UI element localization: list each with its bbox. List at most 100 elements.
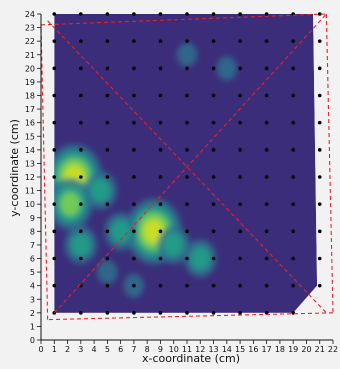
y-tick-label: 19 (25, 78, 35, 87)
grid-point (317, 93, 322, 98)
heat-blob (176, 42, 198, 67)
grid-point (158, 66, 163, 71)
grid-point (158, 93, 163, 98)
grid-point (238, 39, 242, 43)
grid-point (238, 66, 242, 71)
dashed-line (47, 20, 327, 314)
grid-point (132, 66, 136, 71)
y-tick-label: 6 (30, 255, 35, 264)
x-tick-label: 7 (131, 345, 136, 354)
dashed-line (40, 24, 49, 320)
grid-point (211, 256, 216, 261)
grid-point (158, 39, 163, 43)
grid-point (185, 283, 189, 288)
x-tick-label: 13 (208, 345, 218, 354)
x-tick-label: 11 (182, 345, 192, 354)
grid-point (79, 93, 83, 98)
grid-point (264, 283, 269, 288)
grid-point (264, 202, 269, 206)
grid-point (317, 229, 322, 234)
x-tick-label: 18 (275, 345, 285, 354)
dashed-line (325, 13, 334, 313)
y-tick-label: 21 (25, 51, 35, 60)
x-tick-label: 14 (222, 345, 232, 354)
grid-point (185, 229, 189, 234)
grid-point (291, 148, 295, 152)
grid-point (211, 148, 216, 152)
grid-point (79, 148, 83, 152)
grid-point (211, 202, 216, 206)
grid-point (79, 66, 83, 71)
grid-point (158, 229, 163, 234)
grid-point (291, 256, 295, 261)
grid-point (211, 12, 216, 16)
grid-point (238, 148, 242, 152)
grid-point (291, 120, 295, 125)
x-tick-label: 8 (145, 345, 150, 354)
grid-point (158, 311, 163, 315)
grid-point (317, 256, 322, 261)
dashed-line (47, 312, 334, 321)
grid-point (291, 66, 295, 71)
grid-point (264, 256, 269, 261)
grid-point (238, 256, 242, 261)
grid-point (317, 283, 322, 288)
grid-point (132, 39, 136, 43)
grid-point (185, 93, 189, 98)
grid-point (132, 175, 136, 179)
x-tick-label: 20 (301, 345, 311, 354)
grid-point (264, 311, 269, 315)
y-tick-label: 9 (30, 214, 35, 223)
grid-point (52, 93, 57, 98)
grid-point (105, 66, 110, 71)
grid-point (105, 12, 110, 16)
grid-point (105, 311, 110, 315)
grid-point (264, 120, 269, 125)
grid-point (158, 256, 163, 261)
grid-point (317, 39, 322, 43)
x-tick-label: 10 (169, 345, 179, 354)
grid-point (132, 120, 136, 125)
grid-point (79, 175, 83, 179)
grid-point (291, 175, 295, 179)
x-tick-label: 9 (158, 345, 163, 354)
grid-point (238, 93, 242, 98)
grid-point (185, 66, 189, 71)
heat-blob (59, 192, 81, 217)
grid-point (158, 175, 163, 179)
grid-point (52, 175, 57, 179)
grid-point (211, 39, 216, 43)
dashed-line (53, 13, 327, 314)
grid-point (52, 12, 57, 16)
grid-point (79, 311, 83, 315)
grid-point (264, 66, 269, 71)
grid-point (317, 202, 322, 206)
grid-point (185, 311, 189, 315)
heat-layer (54, 14, 318, 313)
x-axis-label: x-coordinate (cm) (142, 352, 240, 365)
grid-point (79, 120, 83, 125)
grid-point (158, 12, 163, 16)
grid-point (291, 93, 295, 98)
grid-point (238, 283, 242, 288)
y-tick-label: 17 (25, 105, 35, 114)
x-tick-label: 16 (248, 345, 258, 354)
grid-point (264, 12, 269, 16)
grid-point (79, 202, 83, 206)
grid-point (52, 256, 57, 261)
grid-point (211, 283, 216, 288)
grid-point (105, 229, 110, 234)
x-tick-label: 4 (92, 345, 97, 354)
grid-point (132, 12, 136, 16)
grid-point (317, 66, 322, 71)
grid-point (105, 175, 110, 179)
grid-point (317, 120, 322, 125)
y-tick-label: 13 (25, 159, 35, 168)
grid-point (132, 256, 136, 261)
y-tick-label: 16 (25, 119, 35, 128)
grid-point (105, 120, 110, 125)
grid-point (52, 202, 57, 206)
y-tick-label: 22 (25, 37, 35, 46)
x-tick-label: 12 (195, 345, 205, 354)
